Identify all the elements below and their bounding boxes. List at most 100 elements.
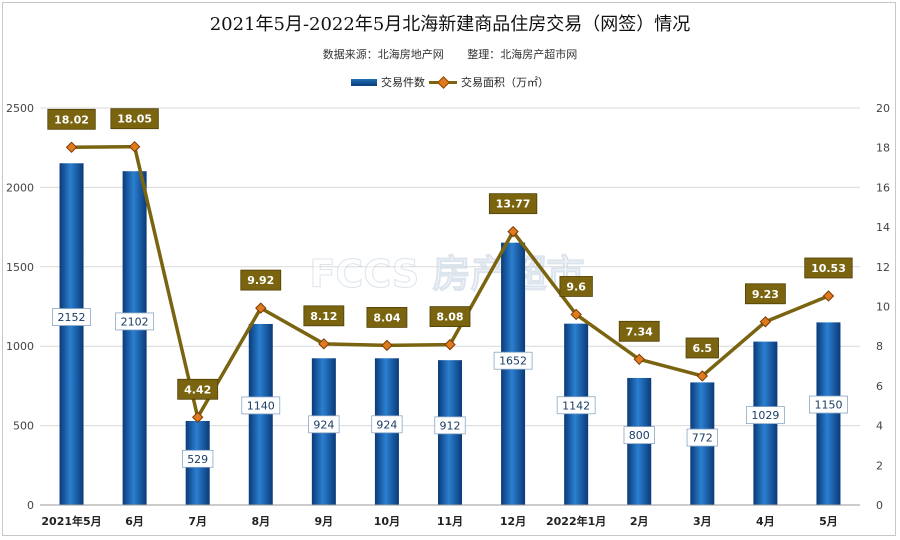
bar-value-label-box	[115, 312, 155, 331]
axis-layer: 0 500 1000 1500 2000 2500 0 2 4 6 8 10 12 14 16 18 20 202…	[6, 102, 890, 528]
bar-value-label-box	[745, 406, 785, 425]
x-tick-label: 11月	[437, 515, 463, 528]
bar-value-label-box	[434, 416, 466, 435]
x-tick-label: 9月	[315, 515, 334, 528]
bar-value-label-box	[623, 426, 655, 445]
x-tick-label: 2022年1月	[546, 514, 606, 528]
line-value-label-box	[804, 257, 853, 279]
line-value-label: 8.04	[373, 311, 400, 324]
bar-value-label: 924	[313, 418, 334, 431]
x-tick-label: 4月	[756, 515, 775, 528]
bar-value-label: 924	[376, 418, 397, 431]
y-right-tick-label: 18	[876, 142, 890, 155]
line-value-label: 8.08	[436, 311, 463, 324]
y-right-tick-label: 16	[876, 181, 890, 194]
bar	[816, 322, 841, 505]
line-value-label-box	[110, 108, 159, 130]
y-left-tick-label: 2000	[6, 181, 34, 194]
bar-value-label-box	[241, 396, 281, 415]
line-point	[507, 225, 519, 238]
bar-value-label-box	[52, 308, 91, 326]
bar-value-label-box	[182, 449, 214, 468]
y-left-tick-label: 1500	[6, 261, 34, 274]
legend-line-swatch	[429, 77, 457, 87]
bar-value-label: 772	[692, 432, 713, 445]
line-value-label: 13.77	[496, 198, 531, 211]
line-value-label: 18.05	[117, 113, 152, 126]
bar-value-label-box	[493, 351, 533, 370]
line-point	[255, 302, 267, 314]
bar-value-label-box	[556, 396, 596, 415]
y-right-tick-label: 0	[876, 499, 883, 512]
y-left-tick-label: 2500	[6, 102, 34, 115]
line-value-label-box	[488, 193, 538, 215]
line-value-label-box	[303, 305, 345, 327]
y-right-tick-label: 4	[876, 420, 883, 433]
line-value-label-box	[366, 307, 408, 328]
line-value-label: 7.34	[626, 325, 653, 338]
line-value-label-box	[47, 108, 96, 130]
line-point	[570, 308, 582, 321]
line-point	[65, 141, 78, 154]
chart-title: 2021年5月-2022年5月北海新建商品住房交易（网签）情况	[209, 14, 691, 35]
y-right-tick-label: 8	[876, 340, 883, 353]
line-value-label: 9.23	[752, 288, 779, 301]
line-value-label-box	[177, 378, 219, 400]
line-value-label: 18.02	[54, 113, 89, 126]
data-editor: 整理：北海房产超市网	[467, 48, 578, 61]
x-tick-label: 2月	[630, 515, 649, 528]
line-point	[822, 290, 835, 302]
line-value-label: 4.42	[184, 383, 211, 396]
line-layer	[65, 141, 835, 423]
y-left-tick-label: 1000	[6, 340, 34, 353]
line-point	[633, 353, 645, 366]
legend-item-bars: 交易件数	[351, 74, 425, 90]
x-tick-label: 3月	[693, 515, 712, 528]
bar-value-label-box	[308, 415, 340, 434]
line-value-label-box	[240, 269, 282, 291]
bar-value-label: 529	[187, 453, 208, 466]
x-tick-label: 10月	[374, 515, 400, 528]
bar-value-label: 1150	[814, 399, 842, 412]
line-value-label: 9.6	[566, 280, 586, 293]
bar-value-label: 1140	[247, 399, 275, 412]
y-left-tick-label: 0	[27, 499, 34, 512]
y-right-tick-label: 10	[876, 301, 890, 314]
y-right-tick-label: 6	[876, 380, 883, 393]
bar-value-label: 2102	[121, 315, 149, 328]
line-point	[381, 339, 393, 352]
bar-value-label-box	[686, 428, 718, 447]
y-right-tick-label: 14	[876, 221, 890, 234]
bar-value-label: 1029	[751, 409, 779, 422]
line-point	[696, 370, 709, 382]
x-tick-label: 12月	[500, 515, 526, 528]
y-right-tick-label: 12	[876, 261, 890, 274]
watermark: FCCS 房产超市	[309, 252, 584, 296]
bar-value-label: 2152	[58, 311, 86, 324]
y-left-tick-label: 500	[13, 420, 34, 433]
line-value-label-box	[429, 306, 471, 328]
legend-bar-swatch	[351, 78, 377, 86]
labels-layer: 2152 2102 529 1140 924 924 912 1652 1142 800 772 10…	[47, 108, 853, 468]
legend-line-label: 交易面积（万㎡）	[461, 76, 549, 89]
line-point	[444, 338, 456, 351]
bar-value-label-box	[809, 395, 848, 414]
line-value-label: 6.5	[693, 342, 713, 355]
line-value-label: 10.53	[811, 262, 846, 275]
line-value-label-box	[744, 283, 786, 305]
line-value-label-box	[559, 276, 593, 297]
bar-value-label: 1142	[562, 399, 590, 412]
line-point	[759, 316, 772, 328]
bar	[501, 242, 526, 505]
x-tick-label: 2021年5月	[41, 514, 101, 528]
bar	[122, 171, 147, 505]
line-value-label: 9.92	[247, 274, 274, 287]
chart-legend: 交易件数 交易面积（万㎡）	[0, 74, 900, 90]
bar	[59, 163, 84, 506]
x-tick-label: 6月	[125, 515, 144, 528]
legend-bar-label: 交易件数	[381, 76, 425, 89]
line-point	[191, 411, 204, 423]
line-value-label-box	[618, 320, 660, 342]
